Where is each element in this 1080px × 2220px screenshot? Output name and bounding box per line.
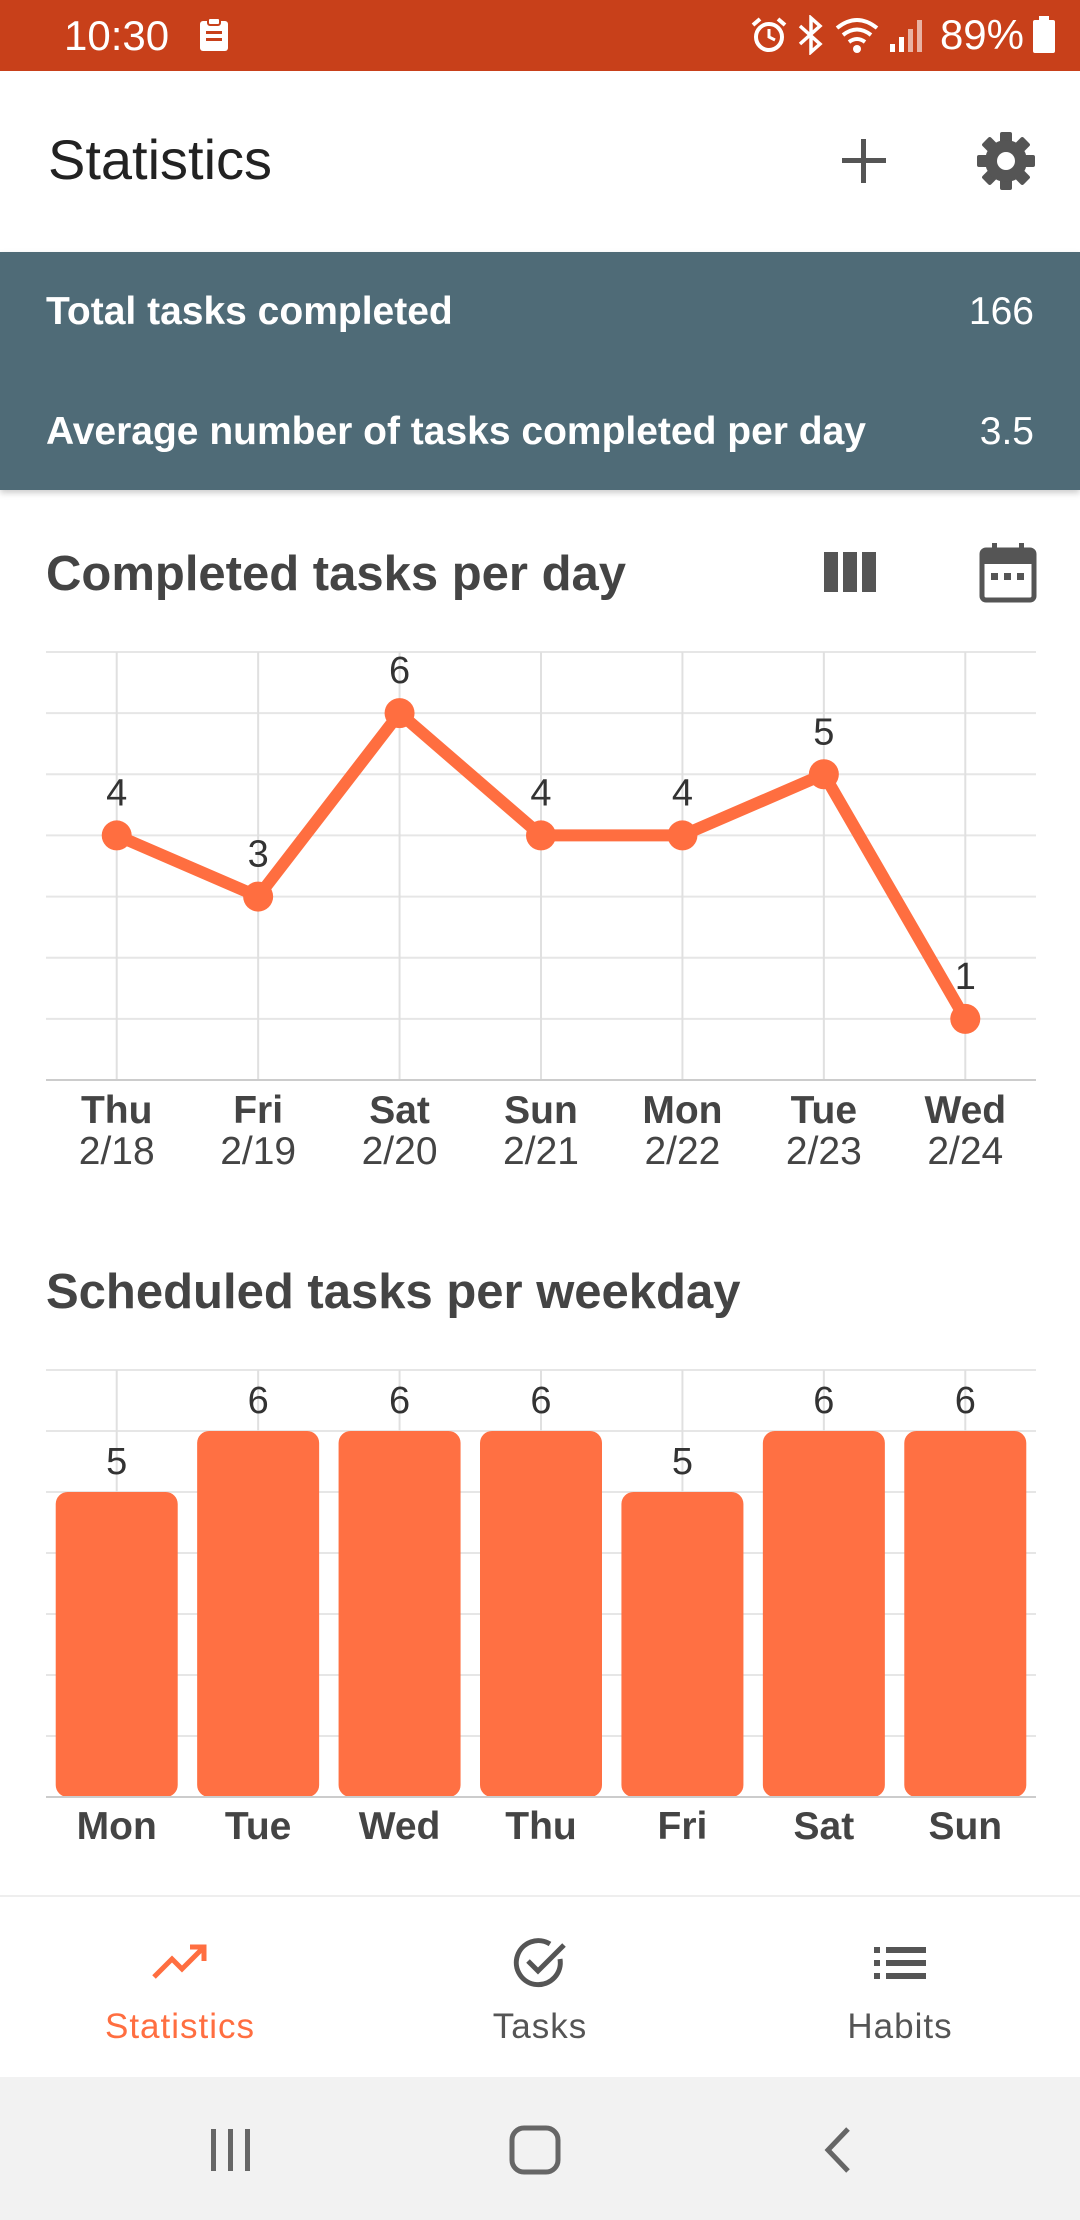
average-tasks-row: Average number of tasks completed per da… [46, 410, 1034, 454]
average-tasks-value: 3.5 [979, 410, 1034, 453]
nav-tasks[interactable]: Tasks [360, 1897, 720, 2079]
scheduled-chart-title: Scheduled tasks per weekday [46, 1265, 741, 1319]
completed-chart-title: Completed tasks per day [46, 547, 627, 601]
data-point [101, 820, 132, 851]
home-icon[interactable] [508, 2125, 562, 2175]
x-tick-date: 2/24 [927, 1130, 1003, 1173]
back-icon[interactable] [818, 2125, 858, 2175]
nav-habits-label: Habits [847, 2007, 953, 2046]
x-tick-label: Wed [924, 1089, 1006, 1132]
total-tasks-label: Total tasks completed [46, 290, 453, 333]
data-label: 6 [389, 1380, 410, 1422]
data-point [950, 1003, 981, 1034]
data-label: 6 [389, 650, 410, 692]
x-tick-date: 2/23 [786, 1130, 862, 1173]
average-tasks-label: Average number of tasks completed per da… [46, 410, 866, 453]
signal-icon [889, 20, 922, 52]
data-point [243, 881, 274, 912]
nav-statistics[interactable]: Statistics [0, 1897, 360, 2079]
x-tick-date: 2/22 [644, 1130, 720, 1173]
x-tick-label: Fri [658, 1805, 708, 1848]
app-bar: Statistics [0, 71, 1080, 252]
bar [762, 1431, 885, 1797]
data-label: 4 [106, 772, 127, 814]
x-tick-date: 2/20 [362, 1130, 438, 1173]
data-label: 5 [672, 1441, 693, 1483]
total-tasks-row: Total tasks completed 166 [46, 290, 1034, 334]
bar-chart-mode-icon[interactable] [822, 548, 878, 596]
wifi-icon [835, 18, 879, 53]
bar [55, 1492, 178, 1797]
x-tick-label: Sun [504, 1089, 578, 1132]
nav-tasks-label: Tasks [492, 2007, 588, 2046]
bar [480, 1431, 602, 1797]
data-point [526, 820, 556, 851]
data-label: 6 [813, 1380, 834, 1422]
x-tick-date: 2/18 [79, 1130, 155, 1173]
nav-habits[interactable]: Habits [720, 1897, 1080, 2079]
data-label: 6 [955, 1380, 976, 1422]
x-tick-date: 2/19 [220, 1130, 296, 1173]
x-tick-label: Fri [233, 1089, 283, 1132]
page-title: Statistics [48, 128, 273, 191]
bar [904, 1431, 1027, 1797]
list-icon [874, 1947, 926, 1979]
status-icons: 89% [750, 11, 1056, 58]
data-label: 4 [530, 772, 551, 814]
data-label: 4 [672, 772, 693, 814]
data-label: 5 [106, 1441, 127, 1483]
battery-percentage: 89% [939, 11, 1024, 58]
bottom-navigation: Statistics Tasks Habits [0, 1895, 1080, 2077]
x-tick-date: 2/21 [503, 1130, 579, 1173]
x-tick-label: Sat [794, 1805, 855, 1848]
x-tick-label: Tue [225, 1805, 291, 1848]
trending-up-icon [152, 1944, 207, 1979]
bar [621, 1492, 744, 1797]
x-tick-label: Mon [77, 1805, 157, 1848]
clipboard-icon [200, 17, 228, 51]
bluetooth-icon [798, 15, 823, 55]
check-circle-icon [513, 1938, 566, 1988]
add-icon[interactable] [834, 131, 894, 191]
battery-icon [1033, 16, 1055, 53]
bar [197, 1431, 320, 1797]
system-navigation-bar [0, 2077, 1080, 2220]
data-point [808, 759, 839, 790]
x-tick-label: Tue [791, 1089, 857, 1132]
nav-statistics-label: Statistics [104, 2007, 256, 2046]
data-point [384, 698, 415, 729]
total-tasks-value: 166 [968, 290, 1034, 333]
bar [338, 1431, 461, 1797]
x-tick-label: Sun [928, 1805, 1002, 1848]
x-tick-label: Wed [359, 1805, 441, 1848]
x-tick-label: Mon [642, 1089, 722, 1132]
x-tick-label: Thu [505, 1805, 576, 1848]
recent-apps-icon[interactable] [206, 2125, 256, 2175]
data-label: 6 [530, 1380, 551, 1422]
x-tick-label: Sat [369, 1089, 430, 1132]
data-point [667, 820, 698, 851]
x-tick-label: Thu [81, 1089, 152, 1132]
calendar-icon[interactable] [978, 542, 1038, 604]
data-label: 5 [813, 711, 834, 753]
alarm-icon [751, 17, 787, 52]
data-label: 3 [248, 834, 269, 876]
status-bar: 10:30 89% [0, 0, 1080, 71]
statistics-summary: Total tasks completed 166 Average number… [0, 252, 1080, 490]
scheduled-tasks-bar-chart: 5 Mon 6 Tue 6 Wed 6 Thu 5 Fri 6 Sat 6 Sun [46, 1369, 1036, 1848]
status-time: 10:30 [64, 12, 170, 59]
data-label: 1 [955, 956, 976, 998]
gear-icon[interactable] [974, 129, 1038, 193]
data-label: 6 [248, 1380, 269, 1422]
